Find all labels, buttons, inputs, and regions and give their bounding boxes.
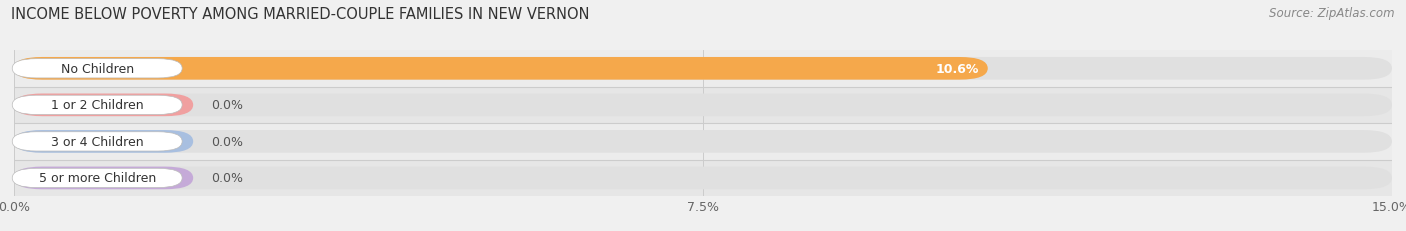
Text: 3 or 4 Children: 3 or 4 Children [51,135,143,148]
FancyBboxPatch shape [14,131,193,153]
FancyBboxPatch shape [14,58,1392,80]
Text: Source: ZipAtlas.com: Source: ZipAtlas.com [1270,7,1395,20]
FancyBboxPatch shape [13,169,183,188]
FancyBboxPatch shape [14,94,1392,117]
FancyBboxPatch shape [14,94,193,117]
Bar [14,87,1392,124]
Text: 1 or 2 Children: 1 or 2 Children [51,99,143,112]
Bar [14,160,1392,196]
Text: 10.6%: 10.6% [935,63,979,76]
FancyBboxPatch shape [14,58,988,80]
Text: 5 or more Children: 5 or more Children [38,172,156,185]
Text: 0.0%: 0.0% [211,172,243,185]
FancyBboxPatch shape [13,59,183,79]
FancyBboxPatch shape [14,167,1392,189]
FancyBboxPatch shape [14,131,1392,153]
FancyBboxPatch shape [13,96,183,115]
Text: 0.0%: 0.0% [211,135,243,148]
Text: INCOME BELOW POVERTY AMONG MARRIED-COUPLE FAMILIES IN NEW VERNON: INCOME BELOW POVERTY AMONG MARRIED-COUPL… [11,7,589,22]
Text: 0.0%: 0.0% [211,99,243,112]
FancyBboxPatch shape [14,167,193,189]
Text: No Children: No Children [60,63,134,76]
FancyBboxPatch shape [13,132,183,151]
Bar [14,51,1392,87]
Bar [14,124,1392,160]
